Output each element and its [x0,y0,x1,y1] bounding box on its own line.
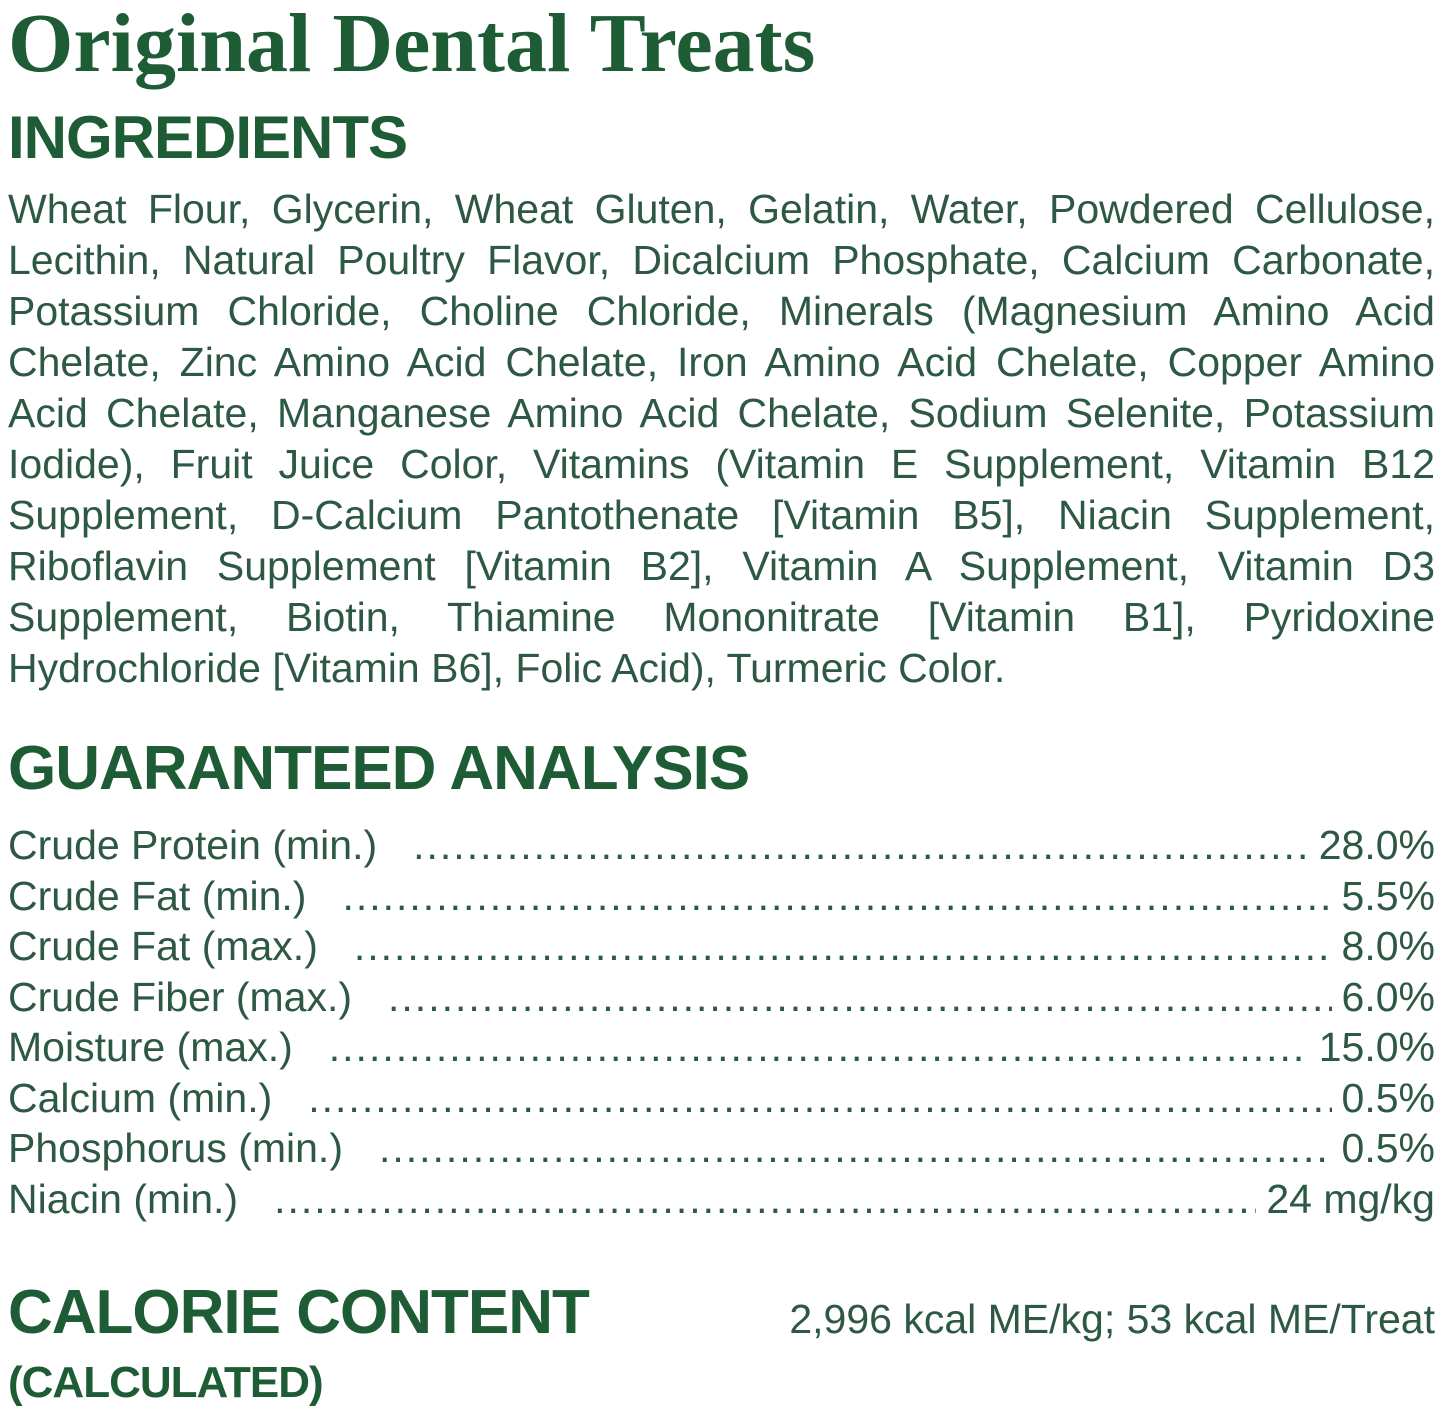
guaranteed-analysis-table: Crude Protein (min.) ...................… [8,822,1435,1226]
guaranteed-analysis-section: GUARANTEED ANALYSIS Crude Protein (min.)… [8,738,1435,1226]
analysis-label: Crude Fat (min.) [8,872,307,919]
analysis-label: Crude Fiber (max.) [8,973,353,1020]
analysis-label: Niacin (min.) [8,1175,239,1222]
dot-leader: ........................................… [274,1175,1257,1222]
ingredients-text: Wheat Flour, Glycerin, Wheat Gluten, Gel… [8,186,1435,691]
ingredients-heading: INGREDIENTS [8,104,408,171]
table-row: Crude Protein (min.) ...................… [8,822,1435,873]
calorie-content-section: CALORIE CONTENT (CALCULATED) 2,996 kcal … [8,1282,1435,1408]
calorie-content-value: 2,996 kcal ME/kg; 53 kcal ME/Treat [789,1296,1435,1342]
dot-leader: ........................................… [342,872,1332,919]
analysis-label: Phosphorus (min.) [8,1125,343,1171]
dot-leader: ........................................… [388,973,1332,1020]
analysis-label: Moisture (max.) [8,1024,293,1070]
table-row: Calcium (min.) .........................… [8,1075,1435,1126]
analysis-value: 8.0% [1341,923,1435,969]
analysis-label: Crude Fat (max.) [8,923,318,969]
analysis-value: 28.0% [1318,822,1435,868]
analysis-value: 5.5% [1341,872,1435,919]
analysis-value: 24 mg/kg [1266,1175,1435,1222]
analysis-label: Calcium (min.) [8,1074,273,1121]
dot-leader: ........................................… [378,1125,1332,1171]
table-row: Crude Fat (max.) .......................… [8,923,1435,974]
dot-leader: ........................................… [328,1024,1309,1070]
table-row: Crude Fiber (max.) .....................… [8,974,1435,1025]
table-row: Crude Fat (min.) .......................… [8,873,1435,924]
analysis-value: 15.0% [1318,1024,1435,1070]
table-row: Niacin (min.) ..........................… [8,1176,1435,1227]
guaranteed-analysis-heading: GUARANTEED ANALYSIS [8,734,750,803]
dot-leader: ........................................… [308,1074,1331,1121]
analysis-value: 6.0% [1341,973,1435,1020]
table-row: Moisture (max.) ........................… [8,1024,1435,1075]
calorie-content-heading: CALORIE CONTENT [8,1278,590,1347]
dot-leader: ........................................… [353,923,1332,969]
analysis-value: 0.5% [1341,1125,1435,1171]
analysis-value: 0.5% [1341,1074,1435,1121]
table-row: Phosphorus (min.) ......................… [8,1125,1435,1176]
page-title: Original Dental Treats [8,0,816,90]
calorie-content-headings: CALORIE CONTENT (CALCULATED) [8,1278,590,1408]
calorie-content-subheading: (CALCULATED) [8,1358,324,1407]
dot-leader: ........................................… [413,822,1309,868]
analysis-label: Crude Protein (min.) [8,822,378,868]
ingredients-section: INGREDIENTS Wheat Flour, Glycerin, Wheat… [8,108,1435,694]
